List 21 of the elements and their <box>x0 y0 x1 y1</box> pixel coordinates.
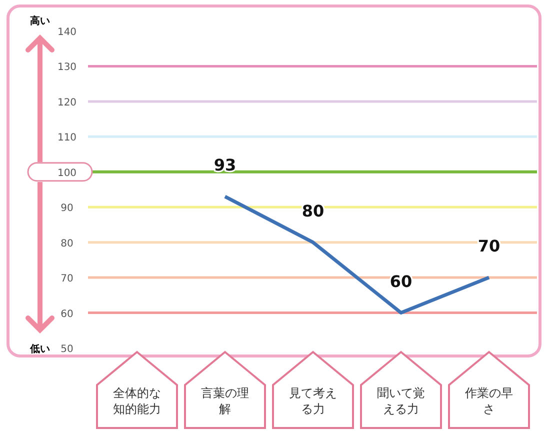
y-tick-label: 60 <box>60 308 74 320</box>
y-tick-label: 90 <box>60 203 74 214</box>
y-tick-label: 100 <box>57 168 77 179</box>
y-tick-label: 130 <box>57 62 77 74</box>
x-tick-label: 全体的な知的能力 <box>113 386 161 416</box>
y-tick-label: 80 <box>60 238 74 250</box>
y-tick-label: 140 <box>57 27 77 38</box>
data-label: 80 <box>302 201 324 220</box>
data-label: 60 <box>390 272 412 291</box>
x-tick-label: 見て考える力 <box>289 386 337 416</box>
data-label: 70 <box>478 236 500 256</box>
y-tick-label: 70 <box>60 274 74 285</box>
y-tick-label: 50 <box>60 344 74 355</box>
y-tick-label: 120 <box>57 97 77 108</box>
data-label: 93 <box>214 156 236 175</box>
text: 高い <box>30 15 50 27</box>
text: 低い <box>29 343 50 355</box>
x-tick-label: 言葉の理解 <box>201 386 249 416</box>
x-tick-label: 聞いて覚える力 <box>377 386 425 416</box>
y-tick-label: 110 <box>57 132 77 144</box>
x-tick-label: 作業の早さ <box>464 386 513 416</box>
